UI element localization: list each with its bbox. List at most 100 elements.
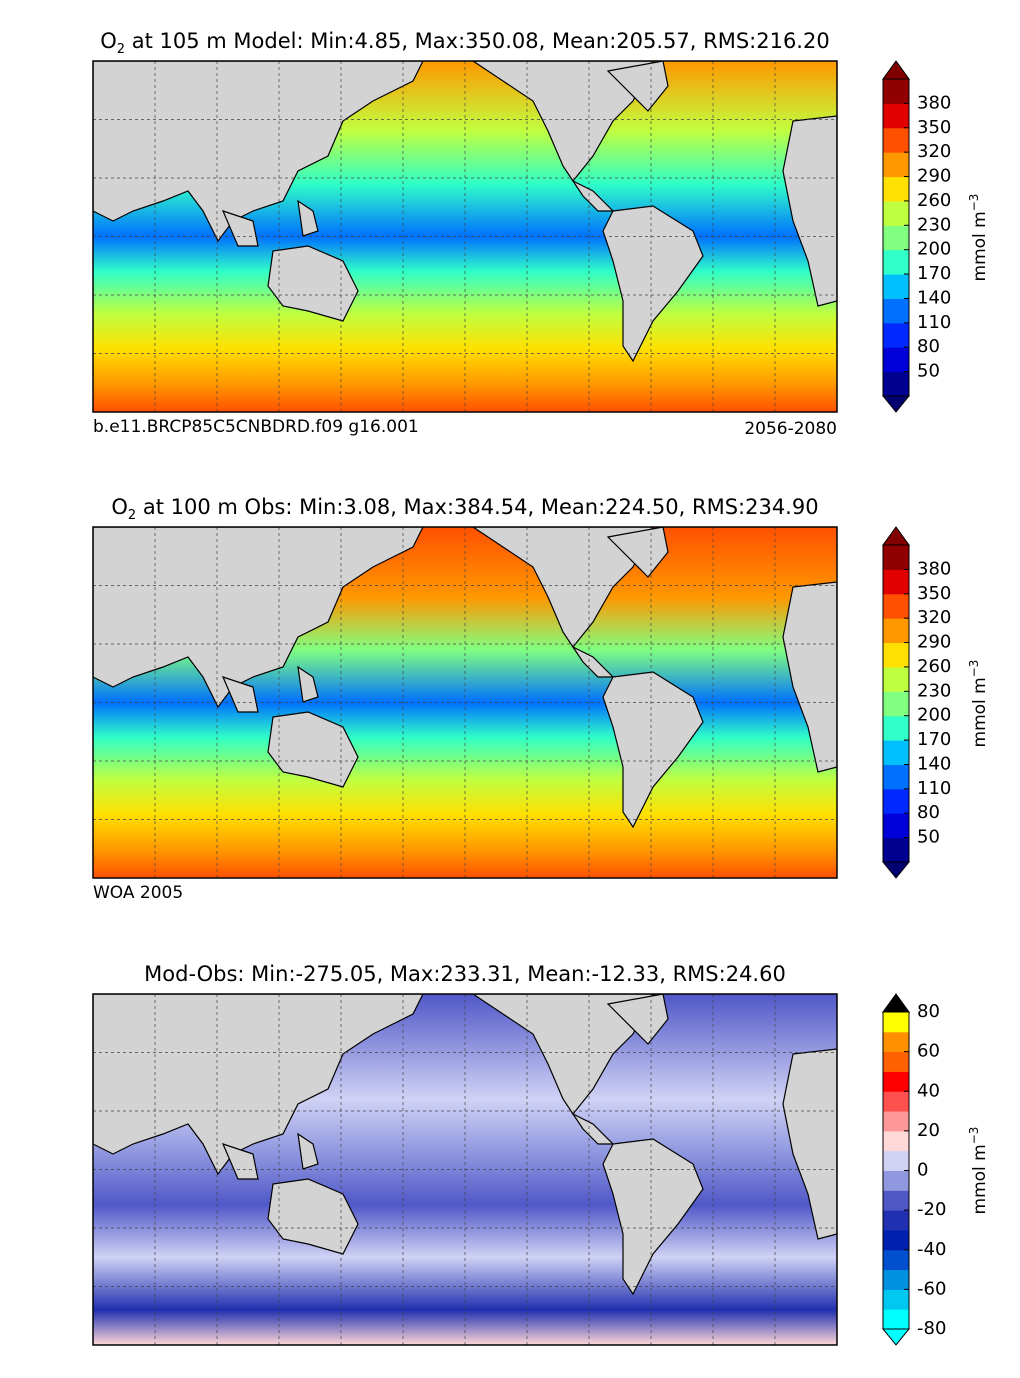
colorbar-tick-label: 80 <box>917 1001 940 1022</box>
colorbar-tick-label: 60 <box>917 1041 940 1062</box>
colorbar-tick-label: 170 <box>917 729 951 750</box>
colorbar-band <box>883 1309 909 1330</box>
colorbar-tick-label: 320 <box>917 141 951 162</box>
colorbar-tick-label: 50 <box>917 361 940 382</box>
colorbar-tick-label: -40 <box>917 1239 946 1260</box>
unit-exp: −3 <box>967 194 981 212</box>
colorbar-band <box>883 79 909 104</box>
colorbar-tick-label: 290 <box>917 166 951 187</box>
unit-exp: −3 <box>967 660 981 678</box>
colorbar-band <box>883 691 909 717</box>
colorbar-band <box>883 1031 909 1053</box>
colorbar-tick-label: 200 <box>917 705 951 726</box>
run-label: b.e11.BRCP85C5CNBDRD.f09 g16.001 <box>93 417 419 437</box>
colorbar-tick-label: 170 <box>917 263 951 284</box>
colorbar-band <box>883 152 909 178</box>
colorbar-tick-label: 40 <box>917 1080 940 1101</box>
colorbar-band <box>883 569 909 595</box>
title-text: Mod-Obs: Min:-275.05, Max:233.31, Mean:-… <box>144 962 786 986</box>
colorbar-tick-label: 50 <box>917 827 940 848</box>
colorbar-tick-label: 230 <box>917 214 951 235</box>
colorbar-tick-label: 230 <box>917 680 951 701</box>
colorbar-label: mmol m−3 <box>967 660 990 748</box>
unit: mmol m <box>970 211 990 281</box>
colorbar-over <box>882 526 910 546</box>
colorbar-band <box>883 1111 909 1132</box>
colorbar-tick-label: 260 <box>917 656 951 677</box>
colorbar-band <box>883 274 909 299</box>
colorbar-band <box>883 1051 909 1072</box>
colorbar-band <box>883 249 909 275</box>
colorbar-label: mmol m−3 <box>967 194 990 282</box>
panel-title: Mod-Obs: Min:-275.05, Max:233.31, Mean:-… <box>144 962 786 986</box>
map <box>92 60 838 413</box>
colorbar-under <box>881 395 911 413</box>
colorbar-band <box>883 298 909 324</box>
map-content <box>93 527 837 878</box>
title-text: at 105 m Model: Min:4.85, Max:350.08, Me… <box>125 29 830 53</box>
colorbar-tick-label: 140 <box>917 287 951 308</box>
title-chem: O <box>100 29 117 53</box>
colorbar-band <box>883 740 909 765</box>
colorbar-band <box>883 545 909 570</box>
colorbar-over <box>882 993 910 1013</box>
run-label: WOA 2005 <box>93 883 183 903</box>
colorbar-tick-label: 350 <box>917 583 951 604</box>
colorbar-tick-label: 80 <box>917 336 940 357</box>
colorbar-under <box>881 861 911 879</box>
title-text: at 100 m Obs: Min:3.08, Max:384.54, Mean… <box>136 495 818 519</box>
colorbar-tick-label: 350 <box>917 117 951 138</box>
colorbar-tick-label: 320 <box>917 607 951 628</box>
colorbar-label: mmol m−3 <box>967 1127 990 1215</box>
colorbar-band <box>883 103 909 129</box>
title-sub: 2 <box>117 42 125 57</box>
colorbar-band <box>883 1229 909 1251</box>
colorbar-tick-label: -20 <box>917 1199 946 1220</box>
colorbar-band <box>883 1150 909 1171</box>
colorbar-under <box>881 1328 911 1346</box>
colorbar-band <box>883 642 909 668</box>
colorbar-band <box>883 715 909 741</box>
colorbar-band <box>883 371 909 397</box>
colorbar-band <box>883 618 909 644</box>
colorbar-band <box>883 1269 909 1290</box>
colorbar-tick-label: 110 <box>917 778 951 799</box>
colorbar-band <box>883 593 909 619</box>
colorbar-band <box>883 127 909 153</box>
unit: mmol m <box>970 1144 990 1214</box>
colorbar-over <box>882 60 910 80</box>
map-frame <box>92 993 838 1346</box>
map-content <box>93 61 837 412</box>
colorbar-tick-label: 20 <box>917 1120 940 1141</box>
map <box>92 993 838 1346</box>
colorbar-band <box>883 1210 909 1231</box>
colorbar-band <box>883 200 909 226</box>
colorbar-band <box>883 1249 909 1271</box>
colorbar-band <box>883 1130 909 1152</box>
colorbar-band <box>883 837 909 863</box>
years-label: 2056-2080 <box>744 419 837 439</box>
colorbar-tick-label: 290 <box>917 632 951 653</box>
colorbar-band <box>883 813 909 839</box>
colorbar-band <box>883 1170 909 1191</box>
panel-title: O2 at 105 m Model: Min:4.85, Max:350.08,… <box>100 29 829 57</box>
colorbar-frame <box>882 78 910 397</box>
colorbar-band <box>883 1071 909 1092</box>
colorbar-band <box>883 1091 909 1112</box>
colorbar-band <box>883 322 909 348</box>
title-chem: O <box>111 495 128 519</box>
title-sub: 2 <box>128 508 136 523</box>
colorbar-tick-label: 80 <box>917 802 940 823</box>
map-content <box>93 994 837 1345</box>
colorbar-band <box>883 225 909 251</box>
colorbar-band <box>883 666 909 692</box>
map <box>92 526 838 879</box>
colorbar-band <box>883 788 909 814</box>
colorbar-frame <box>882 544 910 863</box>
colorbar-band <box>883 1289 909 1310</box>
colorbar-tick-label: -60 <box>917 1278 946 1299</box>
colorbar-tick-label: 140 <box>917 753 951 774</box>
panel-title: O2 at 100 m Obs: Min:3.08, Max:384.54, M… <box>111 495 818 523</box>
map-frame <box>92 60 838 413</box>
